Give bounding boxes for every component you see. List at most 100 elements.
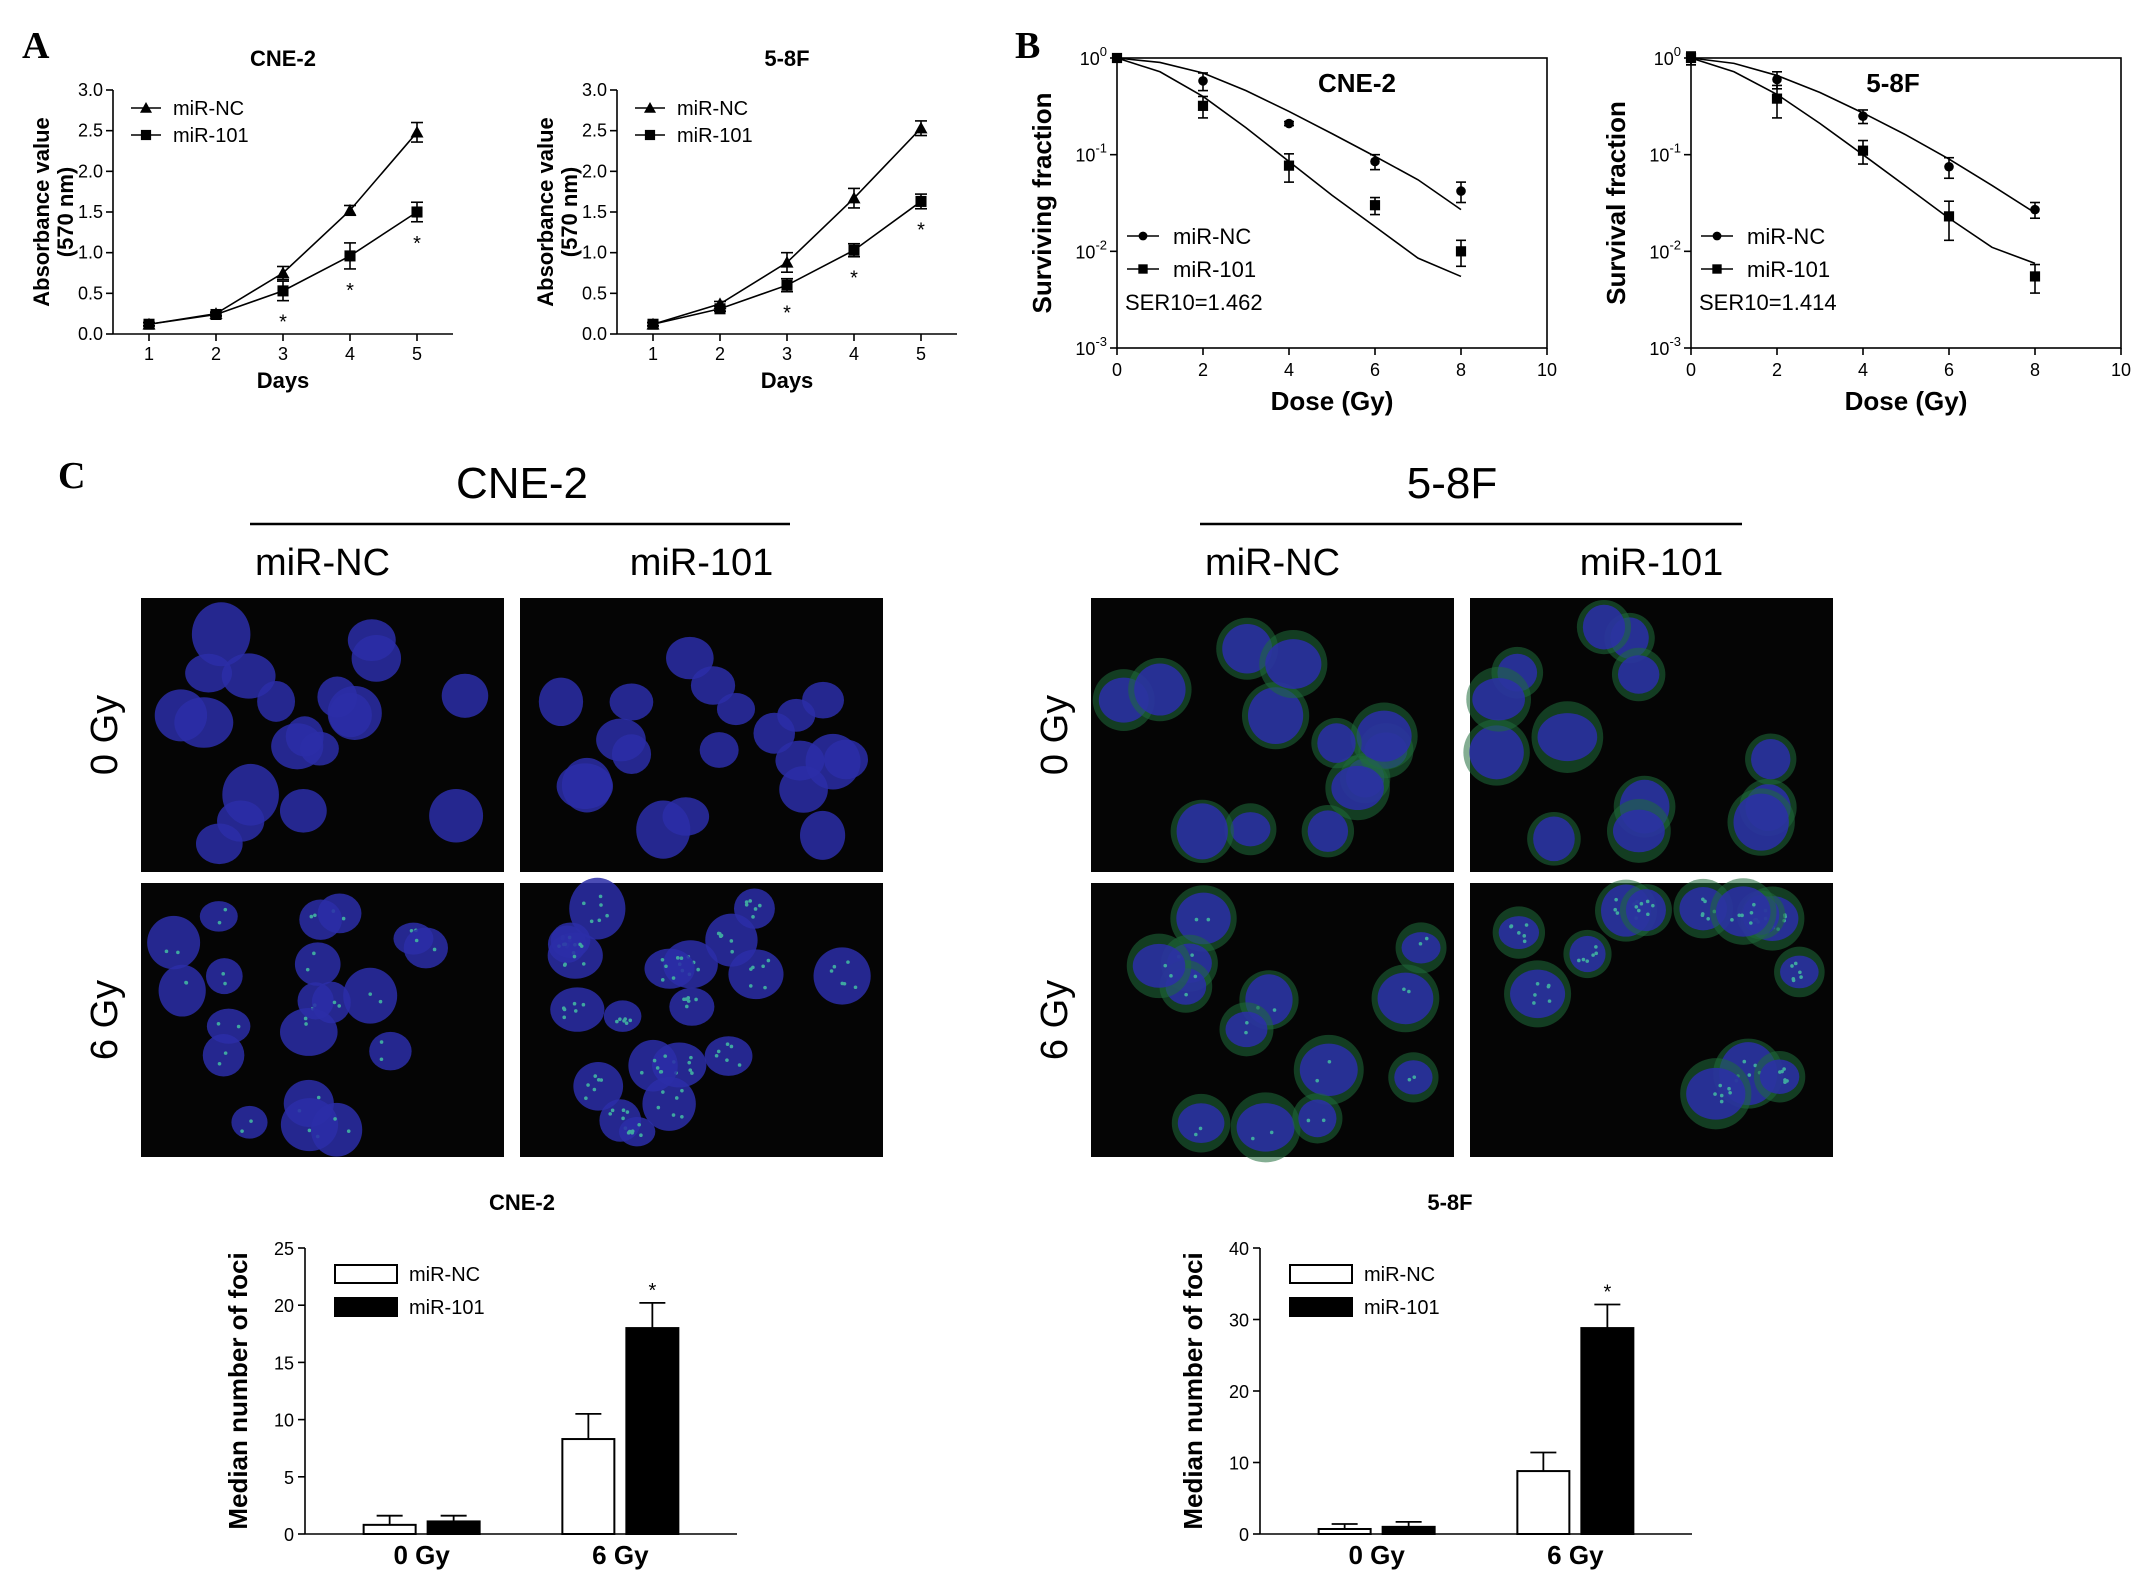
y-tick-label: 2.0 <box>582 161 607 181</box>
foci-dot <box>579 944 584 948</box>
significance-star: * <box>648 1280 656 1302</box>
x-tick-label: 0 <box>1686 360 1696 380</box>
significance-star: * <box>850 268 858 290</box>
foci-dot <box>221 972 226 976</box>
y-tick-base: 10 <box>1075 339 1095 359</box>
foci-dot <box>312 951 316 956</box>
cell-nucleus <box>1377 972 1434 1025</box>
data-point <box>1685 52 1697 64</box>
x-axis-label: Dose (Gy) <box>1845 386 1968 416</box>
foci-dot <box>1407 1077 1412 1082</box>
micrograph-tile <box>520 598 883 872</box>
significance-star: * <box>917 220 925 242</box>
cell-nucleus <box>231 1105 268 1139</box>
microscopy-column-label: miR-NC <box>1205 542 1340 584</box>
legend-swatch <box>334 1264 398 1284</box>
cell-nucleus <box>1537 713 1598 762</box>
foci-dot <box>751 915 755 919</box>
cell-nucleus <box>669 987 715 1026</box>
cell-nucleus <box>1225 1011 1268 1048</box>
foci-dot <box>1727 1086 1731 1091</box>
data-point <box>848 244 860 256</box>
foci-dot <box>379 1057 384 1062</box>
x-tick-label: 6 <box>1370 360 1380 380</box>
y-tick-label: 40 <box>1229 1239 1249 1259</box>
y-tick-exponent: -2 <box>1095 237 1107 252</box>
foci-dot <box>223 981 227 986</box>
y-tick-base: 10 <box>1075 146 1095 166</box>
foci-dot <box>687 1060 692 1065</box>
data-point <box>210 308 222 321</box>
y-tick-label: 2.5 <box>78 121 103 141</box>
bar <box>561 1438 616 1535</box>
microscopy-group-title: 5-8F <box>1407 459 1497 508</box>
y-tick-label: 5 <box>284 1468 294 1488</box>
foci-dot <box>1315 1078 1320 1083</box>
fit-curve-0 <box>1690 57 2036 214</box>
data-point <box>1198 76 1208 86</box>
foci-dot <box>688 1068 693 1072</box>
foci-dot <box>1533 993 1537 997</box>
x-tick-label: 8 <box>2030 360 2040 380</box>
y-tick-exponent: 0 <box>1100 44 1107 59</box>
cell-nucleus <box>1176 892 1231 945</box>
cell-nucleus <box>802 681 845 719</box>
foci-dot <box>378 999 383 1004</box>
x-tick-label: 4 <box>1858 360 1868 380</box>
cell-nucleus <box>1132 943 1186 988</box>
foci-dot <box>414 938 419 943</box>
foci-dot <box>625 1110 630 1114</box>
legend-label: miR-101 <box>1747 257 1830 282</box>
foci-dot <box>763 985 767 990</box>
ser10-annotation: SER10=1.462 <box>1125 290 1263 315</box>
foci-dot <box>309 914 314 919</box>
series-line-0 <box>652 127 922 326</box>
data-point <box>1772 74 1782 85</box>
y-tick-label: 10-2 <box>1649 237 1681 262</box>
foci-dot <box>581 1002 586 1007</box>
foci-dot <box>1194 1132 1198 1137</box>
cell-nucleus <box>1236 1103 1295 1152</box>
foci-dot <box>1585 959 1590 963</box>
foci-dot <box>597 918 602 923</box>
cell-nucleus <box>609 683 654 721</box>
foci-dot <box>1163 963 1168 968</box>
foci-dot <box>694 997 698 1002</box>
foci-dot <box>659 1069 664 1074</box>
data-point <box>1370 156 1380 167</box>
cell-nucleus <box>1533 816 1575 862</box>
cell-nucleus <box>644 948 695 989</box>
foci-dot <box>599 903 603 907</box>
cell-nucleus <box>596 718 646 762</box>
legend-marker <box>140 102 152 113</box>
foci-dot <box>1546 984 1551 989</box>
chart-title: 5-8F <box>764 46 809 71</box>
cell-nucleus <box>1331 765 1384 811</box>
cell-nucleus <box>191 602 251 667</box>
microscopy-column-label: miR-NC <box>255 542 390 584</box>
foci-dot <box>1615 911 1620 915</box>
foci-dot <box>1206 917 1211 922</box>
panel-letter-b: B <box>1015 25 1040 67</box>
foci-dot <box>1402 987 1406 992</box>
foci-dot <box>341 916 346 921</box>
foci-dot <box>679 956 684 961</box>
x-tick-label: 3 <box>278 344 288 364</box>
legend-label: miR-NC <box>1173 224 1251 249</box>
foci-dot <box>1793 961 1798 966</box>
foci-dot <box>584 1096 588 1100</box>
cell-nucleus <box>1612 809 1665 853</box>
foci-dot <box>1791 978 1796 983</box>
cell-nucleus <box>327 685 382 740</box>
legend-label: miR-NC <box>173 98 244 120</box>
foci-dot <box>615 1019 619 1024</box>
foci-dot <box>368 992 373 996</box>
cell-nucleus <box>1177 1103 1225 1144</box>
legend-label: miR-101 <box>1173 257 1256 282</box>
foci-dot <box>639 1070 644 1075</box>
bar <box>625 1327 680 1535</box>
foci-dot <box>164 949 169 954</box>
foci-dot <box>1407 989 1411 994</box>
cell-nucleus <box>294 942 341 986</box>
foci-dot <box>832 964 837 969</box>
